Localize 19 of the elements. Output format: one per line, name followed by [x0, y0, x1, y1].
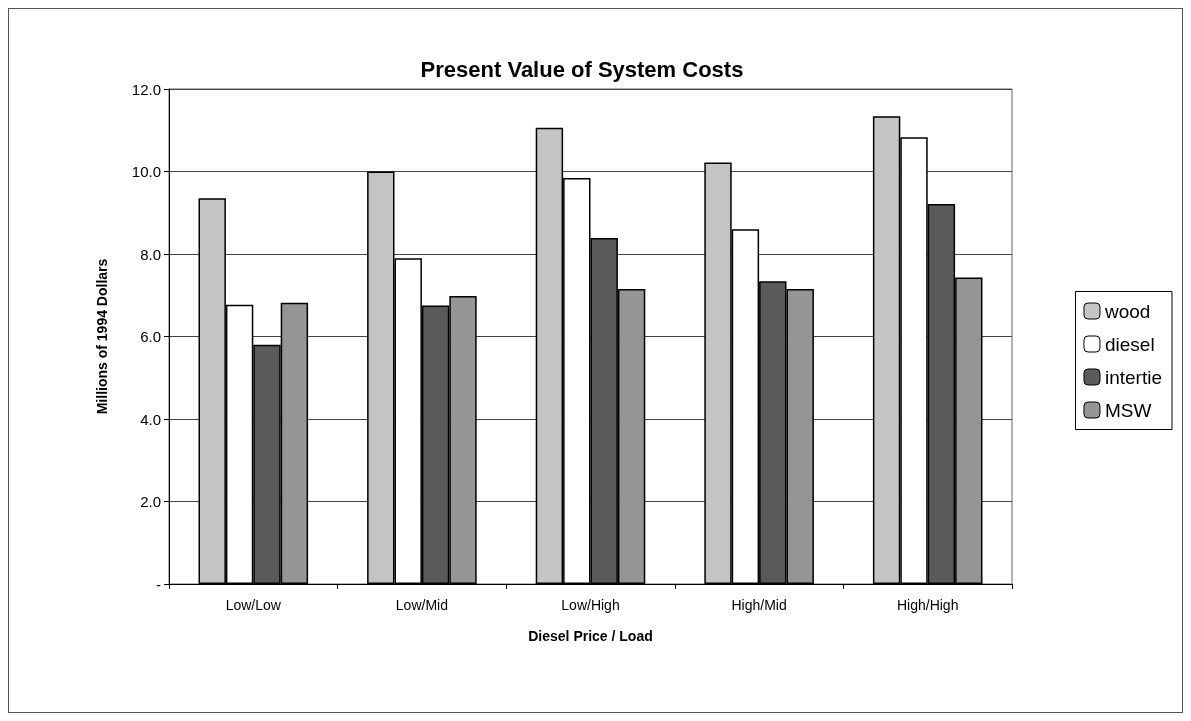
- chart-title: Present Value of System Costs: [420, 56, 744, 82]
- y-axis-title: Millions of 1994 Dollars: [94, 258, 110, 415]
- y-tick-label: -: [156, 575, 161, 593]
- legend-label: intertie: [1104, 366, 1162, 388]
- legend-label: diesel: [1104, 333, 1155, 355]
- y-tick-label: 2.0: [140, 493, 161, 510]
- x-axis-title: Diesel Price / Load: [528, 628, 653, 644]
- x-tick-label: Low/Low: [225, 597, 282, 613]
- x-tick-label: Low/Mid: [395, 597, 448, 613]
- legend-label: wood: [1103, 300, 1151, 322]
- x-tick-label: Low/High: [561, 597, 620, 613]
- y-tick-label: 6.0: [140, 328, 161, 345]
- x-tick-label: High/High: [896, 597, 959, 613]
- legend-label: MSW: [1104, 399, 1152, 421]
- y-tick-label: 10.0: [131, 163, 161, 180]
- y-tick-label: 12.0: [131, 80, 161, 98]
- y-tick-label: 8.0: [140, 245, 161, 263]
- y-tick-label: 4.0: [140, 410, 161, 428]
- x-tick-label: High/Mid: [731, 597, 787, 613]
